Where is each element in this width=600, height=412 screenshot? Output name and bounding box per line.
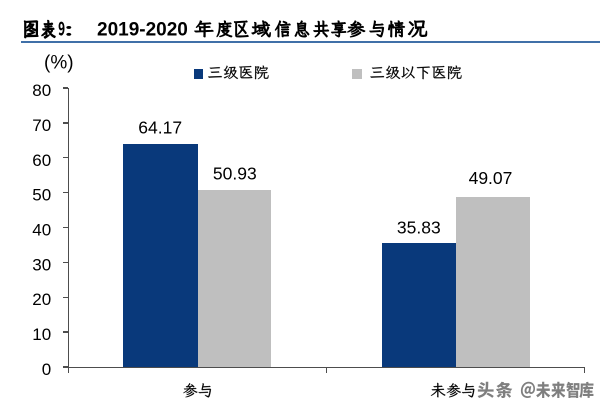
svg-text:49.07: 49.07 bbox=[469, 168, 513, 188]
svg-text:50.93: 50.93 bbox=[213, 163, 257, 183]
svg-text:(%): (%) bbox=[44, 53, 74, 74]
svg-text:30: 30 bbox=[32, 255, 51, 274]
svg-text:64.17: 64.17 bbox=[138, 117, 182, 137]
svg-text:10: 10 bbox=[32, 325, 51, 344]
svg-text:35.83: 35.83 bbox=[397, 218, 441, 238]
svg-text:70: 70 bbox=[32, 116, 51, 135]
svg-text:50: 50 bbox=[32, 186, 51, 205]
svg-text:0: 0 bbox=[42, 360, 51, 379]
svg-text:80: 80 bbox=[32, 81, 51, 100]
svg-text:2019-2020: 2019-2020 bbox=[97, 19, 188, 40]
svg-text:60: 60 bbox=[32, 151, 51, 170]
svg-text:20: 20 bbox=[32, 290, 51, 309]
svg-text:40: 40 bbox=[32, 221, 51, 240]
